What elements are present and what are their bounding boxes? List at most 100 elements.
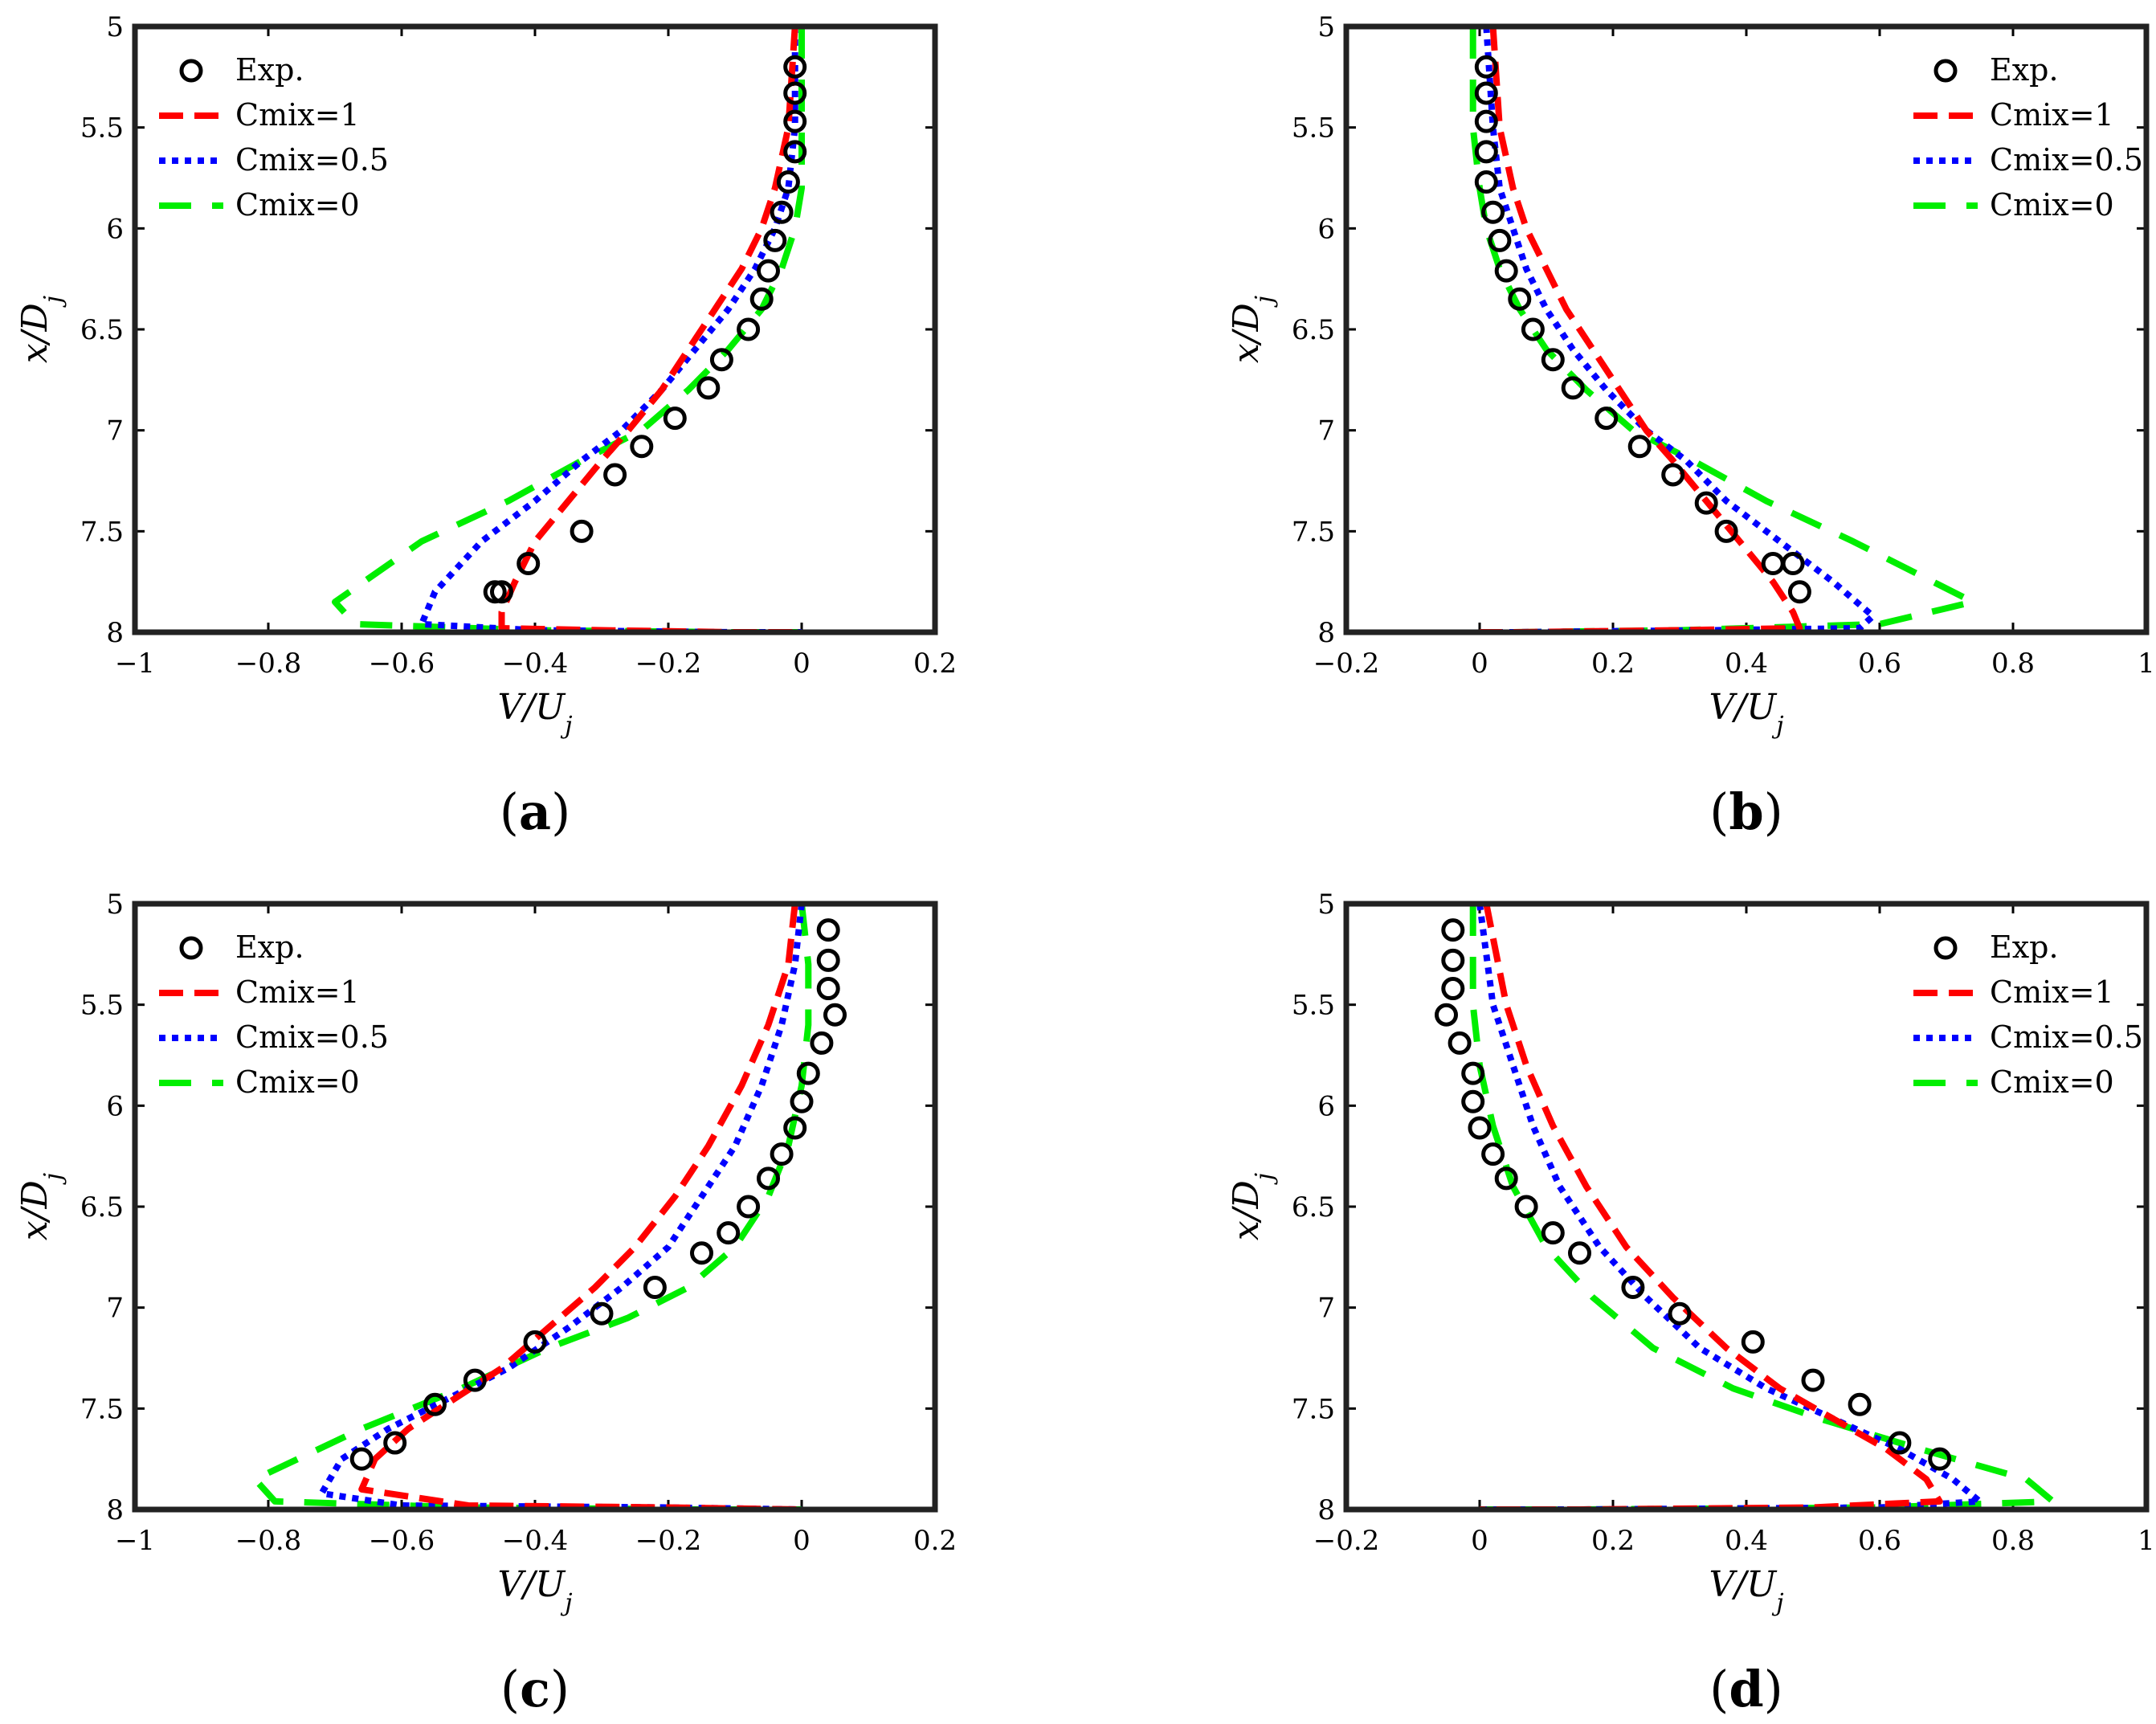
exp-marker [1435, 1003, 1458, 1027]
exp-marker [1781, 552, 1805, 576]
exp-marker [1801, 1368, 1825, 1392]
y-tick-label: 5 [1317, 11, 1335, 43]
y-axis-label: x/Dj [14, 296, 67, 363]
y-axis-label: x/Dj [14, 1173, 67, 1240]
series-line-cmix-0-5 [1480, 27, 1876, 632]
x-tick-label: −0.2 [1313, 1525, 1380, 1557]
axes-frame [1343, 901, 2150, 1513]
legend-label: Cmix=0.5 [1990, 142, 2143, 178]
series-line-cmix-0 [332, 27, 805, 632]
exp-marker [757, 1166, 780, 1191]
legend-label: Cmix=0 [235, 187, 360, 223]
exp-marker [1541, 348, 1565, 372]
exp-marker [1488, 228, 1512, 252]
y-tick-label: 8 [106, 617, 124, 649]
x-tick-label: −0.8 [235, 1525, 302, 1557]
exp-marker [1761, 552, 1785, 576]
y-axis-label: x/Dj [1226, 1173, 1279, 1240]
exp-marker [490, 580, 513, 604]
exp-marker [1541, 1221, 1565, 1245]
legend-label: Exp. [235, 929, 304, 965]
exp-marker [1474, 55, 1498, 79]
exp-marker [763, 228, 787, 252]
y-tick-label: 7 [106, 1293, 124, 1325]
exp-marker [1461, 1061, 1485, 1085]
chart-panel-2: −0.2 0 0.2 0.4 0.6 0.8 1 5 5.5 6 6.5 7 7.5 8 V/Uj x/Dj E… [1226, 11, 2155, 841]
exp-marker [776, 170, 800, 194]
y-tick-label: 8 [1317, 617, 1335, 649]
x-tick-label: 0.2 [1591, 648, 1635, 680]
y-tick-label: 5.5 [1292, 112, 1335, 145]
y-tick-label: 5 [1317, 889, 1335, 921]
legend-label: Cmix=0.5 [235, 142, 389, 178]
series-line-cmix-1 [1480, 904, 1943, 1510]
x-tick-label: −0.4 [502, 1525, 569, 1557]
series-line-cmix-0 [1469, 904, 2056, 1510]
exp-marker [1595, 406, 1619, 431]
panel-label: (d) [1709, 1660, 1783, 1718]
legend-marker-exp [1933, 936, 1958, 960]
exp-marker [783, 1116, 807, 1140]
x-tick-label: 0 [793, 648, 811, 680]
exp-marker [1521, 317, 1545, 341]
exp-marker [810, 1031, 834, 1055]
x-tick-label: 0.4 [1725, 648, 1768, 680]
legend-label: Exp. [1990, 52, 2059, 88]
exp-marker [690, 1241, 713, 1265]
y-tick-label: 6 [1317, 1090, 1335, 1122]
exp-marker [737, 317, 761, 341]
exp-marker [816, 977, 840, 1001]
legend-label: Cmix=1 [1990, 974, 2114, 1010]
panel-label: (b) [1709, 782, 1783, 841]
exp-marker [1441, 918, 1465, 942]
exp-marker [1441, 948, 1465, 972]
exp-marker [1474, 81, 1498, 105]
exp-marker [737, 1195, 761, 1219]
exp-marker [783, 140, 807, 164]
x-tick-label: −1 [115, 648, 155, 680]
exp-marker [796, 1061, 820, 1085]
legend: Exp. Cmix=1 Cmix=0.5 Cmix=0 [1913, 929, 2143, 1100]
exp-marker [1441, 977, 1465, 1001]
x-tick-label: 0.8 [1991, 648, 2035, 680]
series-line-cmix-0-5 [1476, 904, 1983, 1510]
x-tick-label: 0.2 [1591, 1525, 1635, 1557]
exp-marker [749, 287, 774, 311]
legend-label: Cmix=0.5 [235, 1019, 389, 1055]
y-tick-label: 6 [106, 1090, 124, 1122]
y-tick-label: 5.5 [1292, 990, 1335, 1022]
exp-marker [423, 1392, 447, 1416]
exp-marker [1561, 376, 1585, 400]
legend: Exp. Cmix=1 Cmix=0.5 Cmix=0 [159, 52, 389, 223]
chart-panel-4: −0.2 0 0.2 0.4 0.6 0.8 1 5 5.5 6 6.5 7 7.5 8 V/Uj x/Dj E… [1226, 889, 2155, 1718]
series-line-cmix-1 [1480, 27, 1803, 632]
y-tick-label: 8 [1317, 1494, 1335, 1526]
exp-marker [643, 1276, 667, 1300]
chart-panel-1: −1 −0.8 −0.6 −0.4 −0.2 0 0.2 5 5.5 6 6.5 7 7.5 8 V/Uj x… [14, 11, 957, 841]
exp-marker [1461, 1089, 1485, 1113]
exp-marker [523, 1330, 547, 1354]
x-tick-label: −0.8 [235, 648, 302, 680]
exp-marker [1481, 1142, 1505, 1166]
x-tick-label: 0 [1471, 1525, 1488, 1557]
x-axis-label: V/Uj [498, 687, 573, 740]
exp-marker [1568, 1241, 1591, 1265]
x-tick-label: 0.6 [1858, 648, 1901, 680]
exp-marker [1474, 140, 1498, 164]
x-tick-label: 0.2 [913, 648, 957, 680]
legend-label: Cmix=1 [235, 974, 360, 1010]
exp-marker [663, 406, 687, 431]
series-line-cmix-0-5 [318, 904, 805, 1510]
exp-marker [463, 1368, 487, 1392]
y-axis-label: x/Dj [1226, 296, 1279, 363]
exp-marker [1714, 519, 1738, 543]
exp-marker [1481, 200, 1505, 224]
x-tick-label: −0.2 [635, 1525, 702, 1557]
x-tick-label: 1 [2138, 648, 2155, 680]
plot-area [332, 27, 807, 632]
y-tick-label: 6 [1317, 213, 1335, 245]
exp-marker [1494, 1166, 1518, 1191]
axes-frame [132, 23, 938, 635]
exp-marker [570, 519, 594, 543]
